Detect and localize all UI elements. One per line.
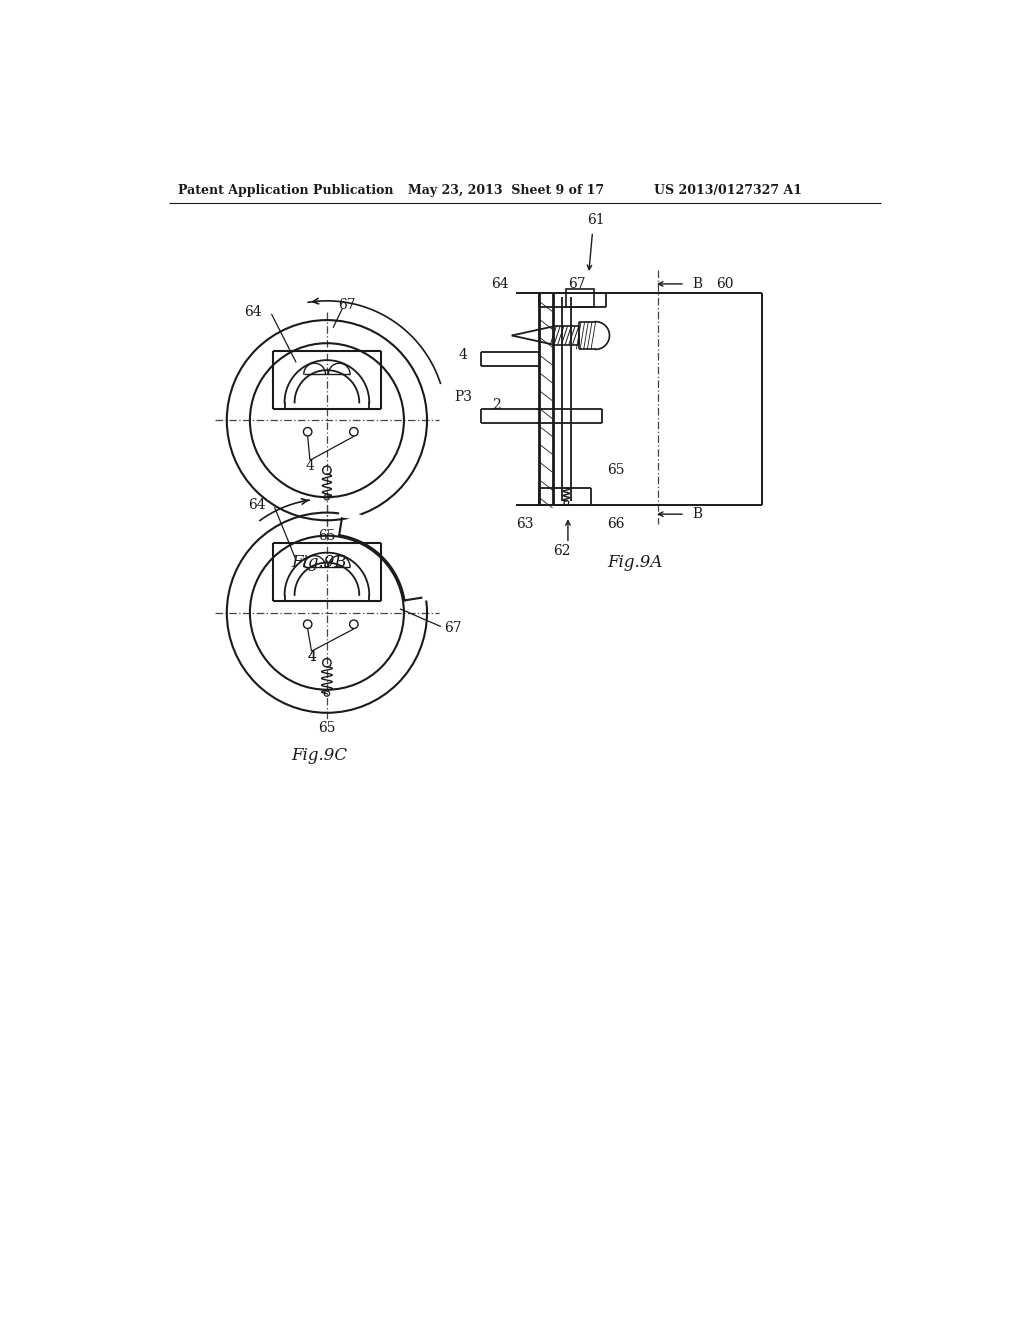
Text: 65: 65 [607, 463, 625, 478]
Text: US 2013/0127327 A1: US 2013/0127327 A1 [654, 185, 802, 197]
Text: 67: 67 [568, 277, 586, 290]
Text: 2: 2 [492, 397, 501, 412]
Text: 4: 4 [307, 651, 316, 664]
Text: 62: 62 [553, 544, 570, 558]
Text: May 23, 2013  Sheet 9 of 17: May 23, 2013 Sheet 9 of 17 [408, 185, 604, 197]
Text: 66: 66 [607, 517, 625, 531]
Text: Fig.9C: Fig.9C [291, 747, 347, 764]
Text: P3: P3 [454, 391, 472, 404]
Text: 4: 4 [307, 651, 316, 664]
Text: 61: 61 [588, 213, 605, 227]
Text: 63: 63 [516, 517, 534, 531]
Text: B: B [692, 507, 702, 521]
Text: 67: 67 [339, 298, 356, 312]
Bar [565, 289, 594, 308]
Text: 60: 60 [716, 277, 733, 290]
Text: 64: 64 [492, 277, 509, 290]
Text: Fig.9B: Fig.9B [292, 554, 347, 572]
Text: 64: 64 [248, 498, 265, 512]
Text: 64: 64 [244, 305, 261, 319]
Text: 65: 65 [318, 721, 336, 735]
Text: 67: 67 [444, 622, 462, 635]
Text: 4: 4 [459, 347, 468, 362]
Text: 4: 4 [305, 459, 314, 474]
Text: 65: 65 [318, 529, 336, 543]
Text: Fig.9A: Fig.9A [607, 554, 663, 572]
Text: B: B [692, 277, 702, 290]
Text: Patent Application Publication: Patent Application Publication [178, 185, 394, 197]
